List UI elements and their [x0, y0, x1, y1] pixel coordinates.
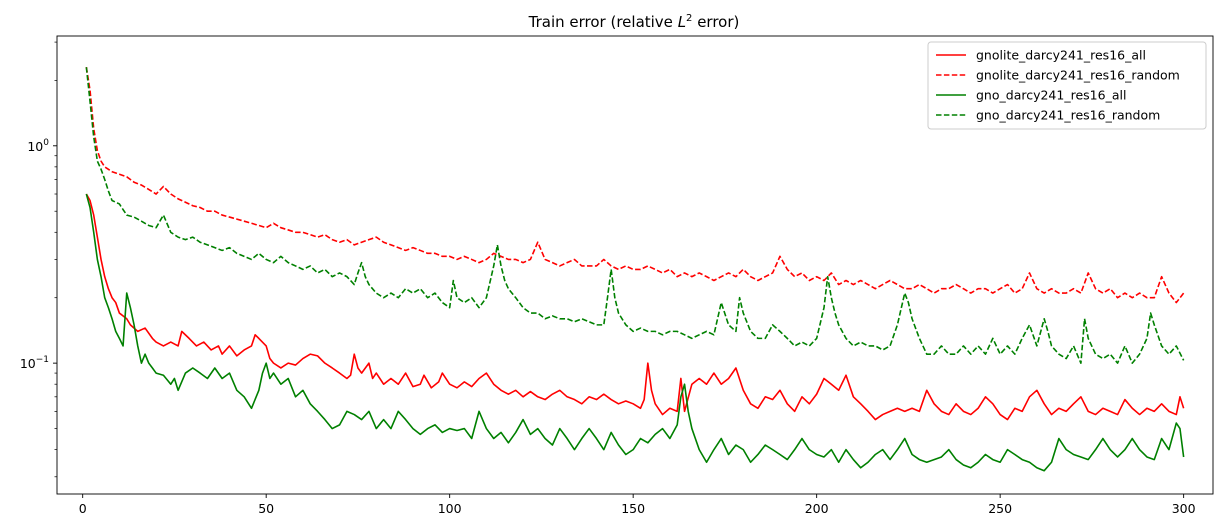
x-tick-label: 100 — [438, 501, 462, 516]
legend-label: gno_darcy241_res16_random — [976, 108, 1160, 123]
series-line-gno-darcy241-res16-random — [85, 67, 1185, 364]
x-tick-label: 250 — [988, 501, 1012, 516]
title-superscript: 2 — [686, 13, 692, 24]
legend: gnolite_darcy241_res16_all gnolite_darcy2… — [927, 41, 1207, 130]
chart-title: Train error (relative L2 error) — [528, 13, 740, 31]
legend-label: gnolite_darcy241_res16_random — [976, 68, 1180, 83]
x-tick-label: 0 — [79, 501, 87, 516]
series-line-gnolite-darcy241-res16-random — [85, 67, 1185, 304]
x-tick-label: 200 — [805, 501, 829, 516]
title-rest: error) — [692, 13, 739, 31]
x-tick-label: 50 — [258, 501, 274, 516]
legend-label: gnolite_darcy241_res16_all — [976, 48, 1146, 63]
series-line-gno-darcy241-res16-all — [85, 193, 1185, 472]
series-line-gnolite-darcy241-res16-all — [85, 193, 1185, 421]
title-variable: L — [678, 13, 686, 31]
x-tick-label: 300 — [1172, 501, 1196, 516]
axes-frame — [56, 35, 1214, 495]
y-tick-label: 100 — [27, 138, 49, 154]
legend-label: gno_darcy241_res16_all — [976, 88, 1126, 103]
x-tick-label: 150 — [621, 501, 645, 516]
axes: 0 50 100 150 200 250 300 10−1 100 — [20, 35, 1214, 516]
y-tick-label: 10−1 — [20, 355, 49, 371]
legend-box — [927, 41, 1207, 130]
plot-area — [85, 67, 1185, 472]
